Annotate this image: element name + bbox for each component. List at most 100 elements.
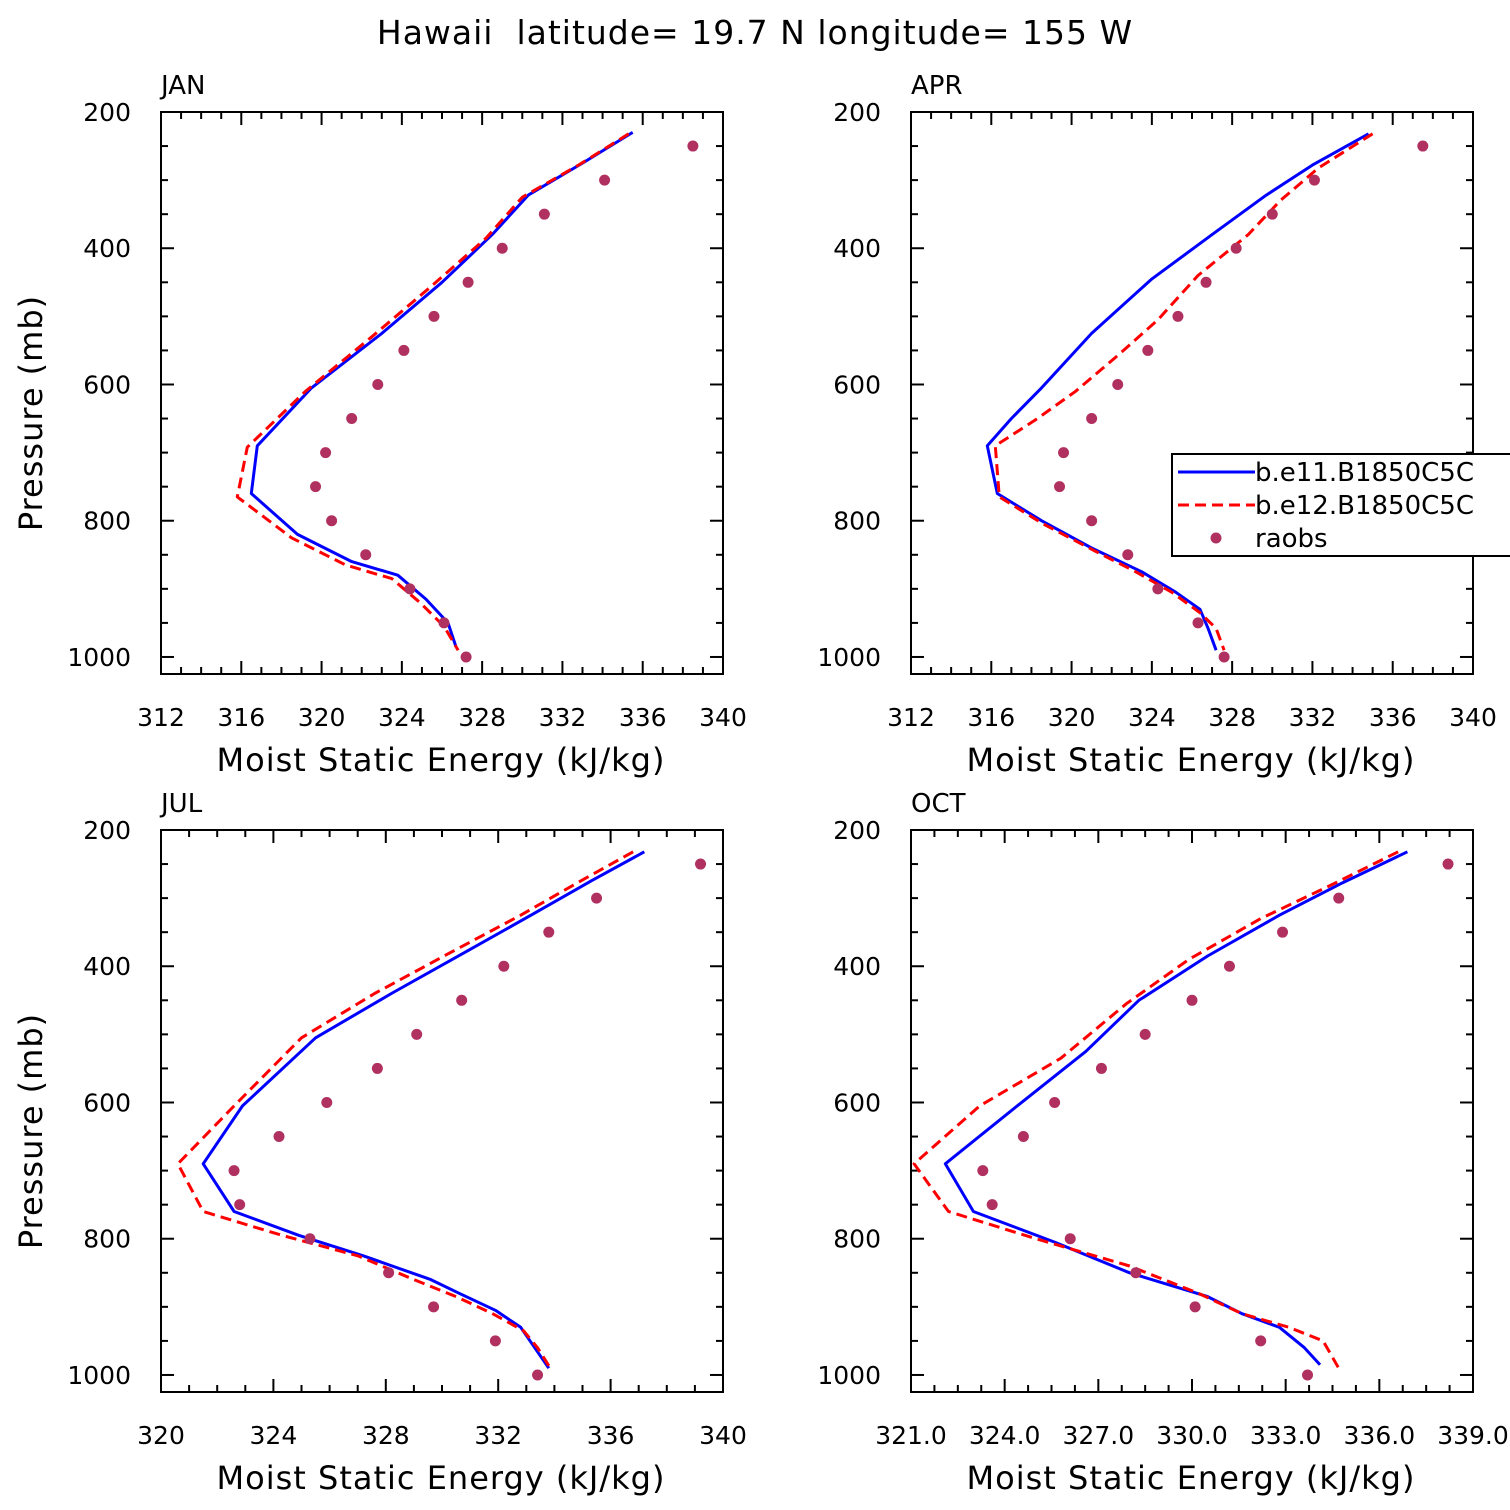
x-tick-label: 316 xyxy=(217,703,265,732)
x-tick-label: 336 xyxy=(619,703,667,732)
series-group xyxy=(912,850,1454,1381)
raobs-point xyxy=(1200,276,1212,288)
series-line-e11 xyxy=(249,131,634,648)
raobs-point xyxy=(1152,583,1164,595)
y-tick-label: 600 xyxy=(833,370,881,399)
series-line-e11 xyxy=(985,132,1370,651)
raobs-point xyxy=(1218,651,1230,663)
x-tick-label: 340 xyxy=(699,1421,747,1450)
raobs-point xyxy=(372,378,384,390)
raobs-point xyxy=(1095,1062,1107,1074)
x-tick-label: 332 xyxy=(474,1421,522,1450)
raobs-point xyxy=(1130,1267,1142,1279)
x-tick-label: 336 xyxy=(587,1421,635,1450)
x-axis-title: Moist Static Energy (kJ/kg) xyxy=(967,1459,1416,1497)
x-tick-label: 324 xyxy=(250,1421,298,1450)
plot-frame xyxy=(160,829,724,1393)
x-tick-label: 327.0 xyxy=(1063,1421,1135,1450)
panels-group: JAN 312 316 320 324 328 332 336 340 200 400 600 800 1… xyxy=(12,71,1510,1497)
raobs-point xyxy=(460,651,472,663)
panel-label: JAN xyxy=(159,71,205,101)
series-group xyxy=(176,850,707,1381)
raobs-point xyxy=(371,1062,383,1074)
raobs-point xyxy=(977,1165,989,1177)
raobs-point xyxy=(599,174,611,186)
x-tick-label: 320 xyxy=(1048,703,1096,732)
y-tick-label: 200 xyxy=(833,816,881,845)
raobs-point xyxy=(1064,1233,1076,1245)
x-tick-label: 333.0 xyxy=(1250,1421,1322,1450)
y-tick-label: 600 xyxy=(83,1088,131,1117)
x-tick-label: 336 xyxy=(1369,703,1417,732)
raobs-point xyxy=(591,892,603,904)
series-line-e11 xyxy=(943,850,1409,1366)
y-tick-label: 800 xyxy=(833,507,881,536)
raobs-point xyxy=(1308,174,1320,186)
x-tick-label: 336.0 xyxy=(1344,1421,1416,1450)
raobs-point xyxy=(428,1301,440,1313)
raobs-point xyxy=(1054,481,1066,493)
panel-label: OCT xyxy=(911,789,966,819)
raobs-point xyxy=(1172,310,1184,322)
x-tick-label: 324.0 xyxy=(969,1421,1041,1450)
raobs-point xyxy=(1122,549,1134,561)
y-tick-label: 800 xyxy=(833,1225,881,1254)
raobs-point xyxy=(1302,1369,1314,1381)
raobs-point xyxy=(1442,858,1454,870)
panel-label: APR xyxy=(911,71,963,101)
series-line-e12 xyxy=(912,850,1399,1369)
y-tick-label: 600 xyxy=(83,370,131,399)
y-tick-label: 1000 xyxy=(67,643,131,672)
raobs-point xyxy=(1266,208,1278,220)
legend-label: b.e11.B1850C5C xyxy=(1255,458,1474,488)
raobs-point xyxy=(1192,617,1204,629)
raobs-point xyxy=(320,447,332,459)
x-tick-label: 324 xyxy=(378,703,426,732)
raobs-point xyxy=(326,515,338,527)
panel-oct: OCT 321.0 324.0 327.0 330.0 333.0 336.0 339.0 20… xyxy=(817,789,1508,1497)
x-tick-label: 312 xyxy=(887,703,935,732)
raobs-point xyxy=(538,208,550,220)
y-axis-title: Pressure (mb) xyxy=(12,295,50,531)
raobs-point xyxy=(360,549,372,561)
raobs-point xyxy=(321,1096,333,1108)
raobs-point xyxy=(1139,1028,1151,1040)
x-tick-label: 321.0 xyxy=(875,1421,947,1450)
raobs-point xyxy=(456,994,468,1006)
raobs-point xyxy=(1255,1335,1267,1347)
y-tick-label: 400 xyxy=(83,234,131,263)
y-tick-label: 200 xyxy=(83,816,131,845)
x-tick-label: 332 xyxy=(1289,703,1337,732)
panel-jan: JAN 312 316 320 324 328 332 336 340 200 400 600 800 1… xyxy=(12,71,747,779)
y-tick-label: 1000 xyxy=(817,643,881,672)
figure-title: Hawaii latitude= 19.7 N longitude= 155 W xyxy=(377,13,1133,52)
raobs-point xyxy=(1186,994,1198,1006)
raobs-point xyxy=(498,960,510,972)
x-axis-title: Moist Static Energy (kJ/kg) xyxy=(217,741,666,779)
raobs-point xyxy=(496,242,508,254)
x-tick-label: 332 xyxy=(539,703,587,732)
y-tick-label: 400 xyxy=(833,234,881,263)
x-tick-label: 328 xyxy=(362,1421,410,1450)
raobs-point xyxy=(1417,140,1429,152)
y-axis-title: Pressure (mb) xyxy=(12,1013,50,1249)
series-line-e12 xyxy=(235,132,630,651)
raobs-point xyxy=(228,1165,240,1177)
x-tick-label: 340 xyxy=(1449,703,1497,732)
raobs-point xyxy=(1017,1131,1029,1143)
raobs-point xyxy=(304,1233,316,1245)
raobs-point xyxy=(310,481,322,493)
x-tick-label: 312 xyxy=(137,703,185,732)
x-tick-label: 320 xyxy=(298,703,346,732)
raobs-point xyxy=(1049,1096,1061,1108)
raobs-point xyxy=(695,858,707,870)
y-tick-label: 1000 xyxy=(67,1361,131,1390)
raobs-point xyxy=(404,583,416,595)
raobs-point xyxy=(273,1131,285,1143)
x-tick-label: 316 xyxy=(967,703,1015,732)
raobs-point xyxy=(398,344,410,356)
legend-label: raobs xyxy=(1255,524,1328,554)
plot-frame xyxy=(160,111,724,675)
